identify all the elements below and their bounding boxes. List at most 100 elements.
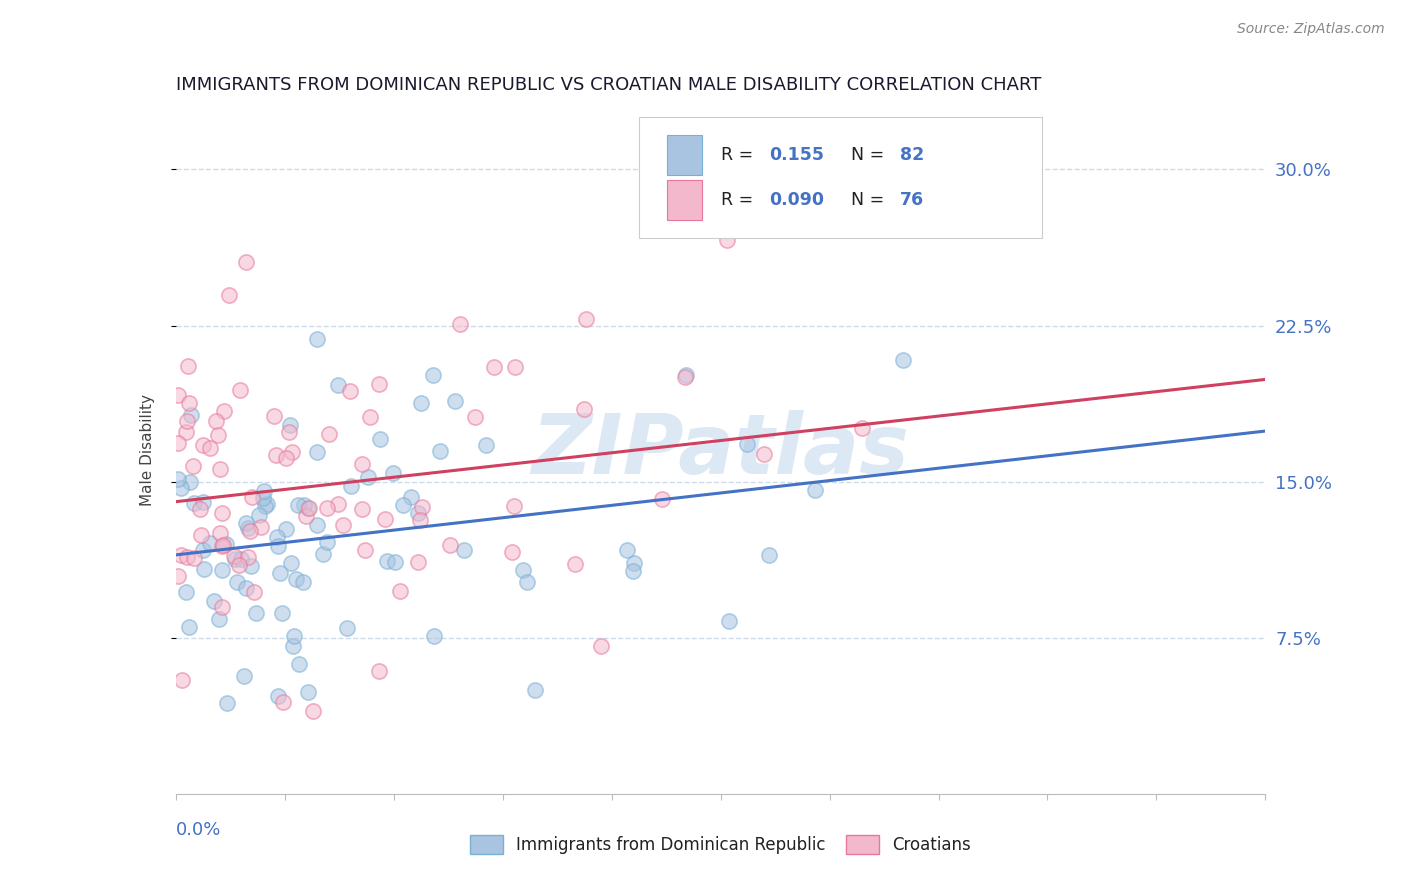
Point <box>181 458 204 473</box>
Point <box>307 332 329 346</box>
Point <box>294 498 316 512</box>
Point <box>215 537 238 551</box>
Point <box>326 377 349 392</box>
Point <box>207 428 229 442</box>
Point <box>318 427 340 442</box>
Point <box>235 255 257 269</box>
Point <box>717 614 740 628</box>
Point <box>804 483 827 498</box>
Point <box>253 483 276 498</box>
Point <box>222 549 245 563</box>
Point <box>401 491 423 505</box>
Text: 0.090: 0.090 <box>769 191 824 209</box>
Point <box>575 312 598 326</box>
Point <box>283 629 305 643</box>
Point <box>623 557 645 571</box>
Point <box>312 548 335 562</box>
Point <box>270 606 292 620</box>
Point <box>512 563 534 577</box>
Point <box>277 425 299 439</box>
Point <box>177 396 200 410</box>
Point <box>359 410 381 425</box>
Point <box>716 234 738 248</box>
Point <box>267 539 290 553</box>
Point <box>621 564 644 578</box>
Point <box>339 479 361 493</box>
Point <box>564 558 586 572</box>
Point <box>167 388 190 402</box>
Point <box>339 384 361 398</box>
Point <box>449 317 471 331</box>
Point <box>232 669 254 683</box>
Point <box>176 414 198 428</box>
Text: 0.155: 0.155 <box>769 146 824 164</box>
Point <box>256 497 278 511</box>
Point <box>191 438 214 452</box>
Point <box>242 585 264 599</box>
Point <box>503 500 526 514</box>
Point <box>316 535 339 549</box>
Point <box>505 360 527 375</box>
Point <box>392 498 415 512</box>
Point <box>752 447 775 461</box>
Point <box>218 288 240 302</box>
Point <box>179 475 201 489</box>
Point <box>267 689 290 703</box>
Point <box>228 558 250 573</box>
Point <box>851 421 873 435</box>
Point <box>280 557 302 571</box>
Point <box>501 545 523 559</box>
Point <box>616 542 638 557</box>
Point <box>235 516 257 531</box>
Point <box>475 438 498 452</box>
FancyBboxPatch shape <box>638 118 1042 237</box>
Point <box>298 501 321 516</box>
Point <box>252 491 274 505</box>
Point <box>444 394 467 409</box>
Text: 82: 82 <box>900 146 925 164</box>
Point <box>170 548 193 562</box>
Point <box>239 524 262 538</box>
Point <box>215 696 238 710</box>
Point <box>384 555 406 569</box>
Point <box>169 482 191 496</box>
Point <box>356 470 378 484</box>
Point <box>167 569 190 583</box>
Point <box>238 549 260 564</box>
Point <box>673 370 696 384</box>
Point <box>305 517 328 532</box>
Point <box>190 528 212 542</box>
Point <box>350 502 373 516</box>
Point <box>209 462 232 476</box>
Point <box>191 495 214 509</box>
Point <box>524 682 547 697</box>
Point <box>381 467 404 481</box>
Point <box>180 409 202 423</box>
Point <box>183 551 205 566</box>
Point <box>409 396 432 410</box>
Point <box>464 409 486 424</box>
Legend: Immigrants from Dominican Republic, Croatians: Immigrants from Dominican Republic, Croa… <box>463 829 979 861</box>
Point <box>350 457 373 471</box>
Point <box>516 575 538 590</box>
Point <box>302 704 325 718</box>
Point <box>411 500 433 514</box>
Point <box>368 433 391 447</box>
Text: 76: 76 <box>900 191 925 209</box>
Point <box>253 499 276 513</box>
Point <box>235 581 257 595</box>
Text: N =: N = <box>852 146 890 164</box>
Point <box>167 472 190 486</box>
Point <box>183 496 205 510</box>
Text: IMMIGRANTS FROM DOMINICAN REPUBLIC VS CROATIAN MALE DISABILITY CORRELATION CHART: IMMIGRANTS FROM DOMINICAN REPUBLIC VS CR… <box>176 77 1040 95</box>
Point <box>291 575 314 590</box>
Point <box>280 418 302 433</box>
Point <box>307 445 329 459</box>
Text: R =: R = <box>721 146 758 164</box>
Point <box>177 359 200 373</box>
Point <box>249 520 271 534</box>
Point <box>316 500 339 515</box>
Point <box>285 572 308 586</box>
Point <box>263 409 285 423</box>
Point <box>651 492 673 507</box>
